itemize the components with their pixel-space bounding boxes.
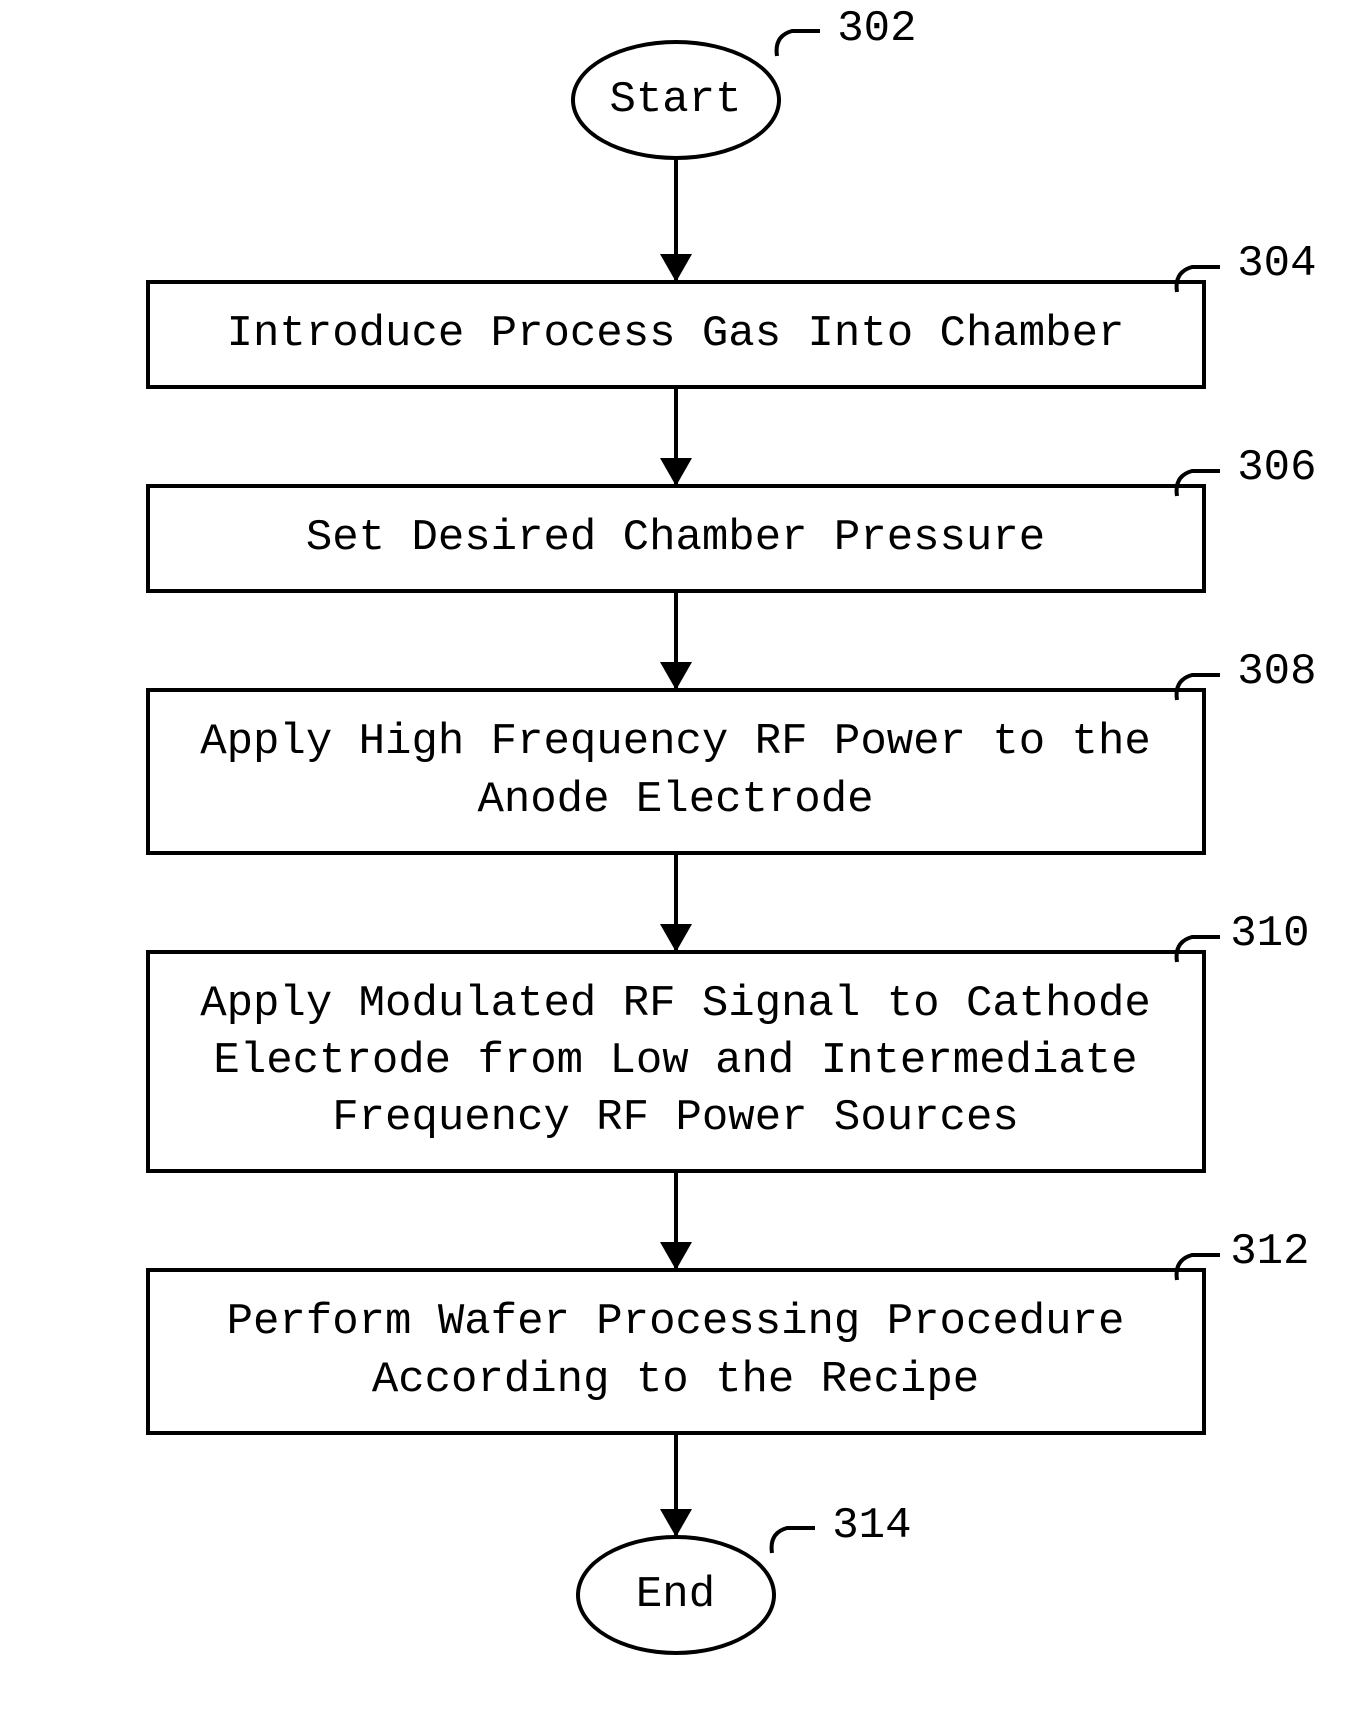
ref-curve-icon: [1172, 1250, 1222, 1285]
end-terminal: End 314: [576, 1535, 776, 1655]
ref-curve-icon: [1172, 932, 1222, 967]
ref-curve-icon: [1172, 670, 1222, 705]
step1-label: Introduce Process Gas Into Chamber: [227, 306, 1125, 363]
ref-312: 312: [1230, 1227, 1309, 1277]
arrow-icon: [674, 160, 678, 280]
process-step-3: Apply High Frequency RF Power to the Ano…: [146, 688, 1206, 854]
process-step-1: Introduce Process Gas Into Chamber 304: [146, 280, 1206, 389]
arrow-icon: [674, 1435, 678, 1535]
ref-306: 306: [1237, 443, 1316, 493]
ref-curve-icon: [767, 1523, 817, 1558]
arrow-icon: [674, 855, 678, 950]
start-terminal: Start 302: [571, 40, 781, 160]
process-step-4: Apply Modulated RF Signal to Cathode Ele…: [146, 950, 1206, 1174]
ref-304: 304: [1237, 239, 1316, 289]
arrow-icon: [674, 1173, 678, 1268]
end-label: End: [636, 1570, 715, 1620]
process-step-5: Perform Wafer Processing Procedure Accor…: [146, 1268, 1206, 1434]
ref-curve-icon: [772, 26, 822, 61]
ref-314: 314: [832, 1501, 911, 1551]
step2-label: Set Desired Chamber Pressure: [306, 510, 1045, 567]
ref-302: 302: [837, 4, 916, 54]
process-step-2: Set Desired Chamber Pressure 306: [146, 484, 1206, 593]
ref-curve-icon: [1172, 466, 1222, 501]
step4-label: Apply Modulated RF Signal to Cathode Ele…: [180, 976, 1172, 1148]
step5-label: Perform Wafer Processing Procedure Accor…: [180, 1294, 1172, 1408]
arrow-icon: [674, 389, 678, 484]
ref-curve-icon: [1172, 262, 1222, 297]
ref-310: 310: [1230, 909, 1309, 959]
flowchart-container: Start 302 Introduce Process Gas Into Cha…: [146, 40, 1206, 1655]
step3-label: Apply High Frequency RF Power to the Ano…: [180, 714, 1172, 828]
arrow-icon: [674, 593, 678, 688]
start-label: Start: [609, 75, 741, 125]
ref-308: 308: [1237, 647, 1316, 697]
